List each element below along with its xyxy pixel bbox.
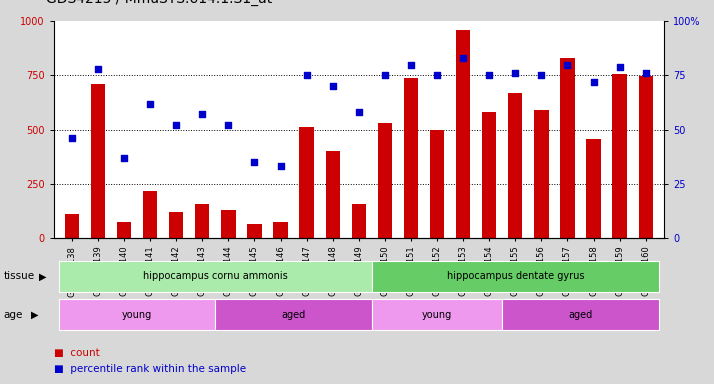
Point xyxy=(119,155,130,161)
Bar xyxy=(482,112,496,238)
Bar xyxy=(273,222,288,238)
Bar xyxy=(560,58,575,238)
Bar xyxy=(351,204,366,238)
Bar xyxy=(59,300,216,330)
Point xyxy=(248,159,260,165)
Point xyxy=(66,135,78,141)
Bar xyxy=(372,300,502,330)
Bar xyxy=(169,212,183,238)
Bar xyxy=(117,222,131,238)
Bar xyxy=(195,204,209,238)
Point xyxy=(458,55,469,61)
Text: young: young xyxy=(422,310,452,320)
Text: young: young xyxy=(122,310,152,320)
Bar xyxy=(143,192,157,238)
Bar xyxy=(372,261,659,292)
Bar xyxy=(404,78,418,238)
Bar xyxy=(534,110,548,238)
Text: hippocampus dentate gyrus: hippocampus dentate gyrus xyxy=(446,271,584,281)
Point xyxy=(379,72,391,78)
Point xyxy=(223,122,234,128)
Point xyxy=(640,70,651,76)
Bar xyxy=(247,224,261,238)
Bar xyxy=(586,139,600,238)
Bar xyxy=(502,300,659,330)
Point xyxy=(588,79,599,85)
Point xyxy=(144,101,156,107)
Point xyxy=(301,72,312,78)
Bar xyxy=(613,74,627,238)
Point xyxy=(431,72,443,78)
Point xyxy=(483,72,495,78)
Text: ▶: ▶ xyxy=(39,271,47,281)
Text: age: age xyxy=(4,310,23,320)
Point xyxy=(327,83,338,89)
Bar xyxy=(59,261,372,292)
Text: ■  count: ■ count xyxy=(54,348,99,358)
Text: hippocampus cornu ammonis: hippocampus cornu ammonis xyxy=(143,271,288,281)
Bar xyxy=(299,127,313,238)
Bar xyxy=(456,30,471,238)
Point xyxy=(353,109,365,115)
Point xyxy=(406,61,417,68)
Point xyxy=(536,72,547,78)
Point xyxy=(171,122,182,128)
Text: aged: aged xyxy=(281,310,306,320)
Point xyxy=(196,111,208,118)
Bar xyxy=(508,93,523,238)
Text: ■  percentile rank within the sample: ■ percentile rank within the sample xyxy=(54,364,246,374)
Bar xyxy=(638,76,653,238)
Text: GDS4215 / MmuSTS.614.1.S1_at: GDS4215 / MmuSTS.614.1.S1_at xyxy=(46,0,273,6)
Bar xyxy=(378,123,392,238)
Point xyxy=(614,64,625,70)
Bar xyxy=(430,130,444,238)
Bar xyxy=(65,214,79,238)
Text: aged: aged xyxy=(568,310,593,320)
Text: tissue: tissue xyxy=(4,271,35,281)
Point xyxy=(510,70,521,76)
Point xyxy=(275,164,286,170)
Text: ▶: ▶ xyxy=(31,310,39,320)
Bar xyxy=(326,151,340,238)
Point xyxy=(562,61,573,68)
Bar xyxy=(91,84,105,238)
Point xyxy=(92,66,104,72)
Bar xyxy=(216,300,372,330)
Bar xyxy=(221,210,236,238)
